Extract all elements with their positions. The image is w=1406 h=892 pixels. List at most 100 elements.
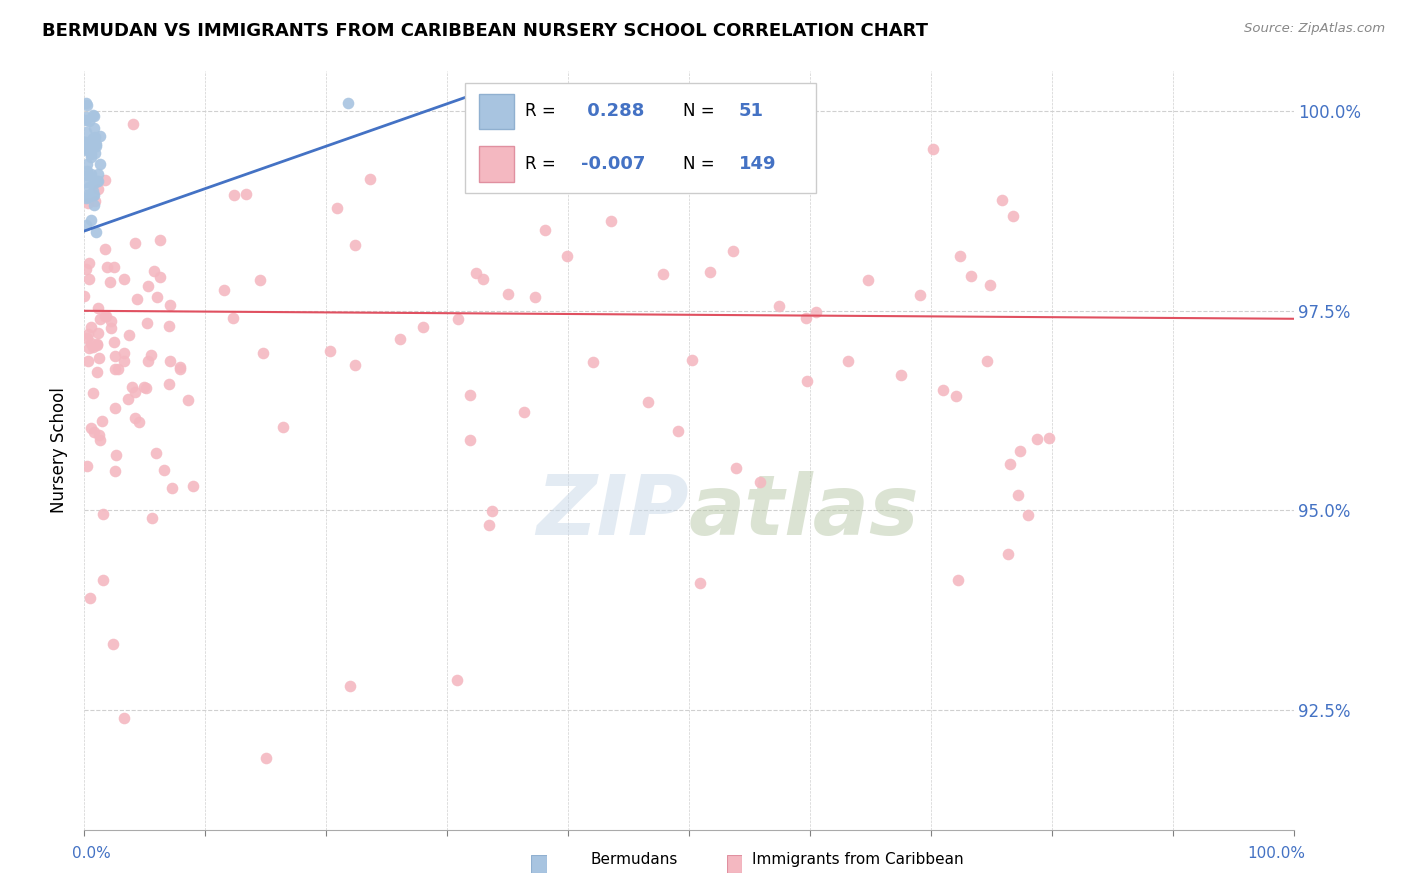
Point	[235, 186, 257, 201]
Point	[77, 142, 100, 156]
Point	[1038, 431, 1060, 445]
Point	[77, 190, 100, 204]
Point	[135, 381, 157, 395]
Point	[336, 96, 359, 111]
Text: 0.0%: 0.0%	[72, 846, 111, 861]
Point	[465, 266, 488, 280]
Point	[83, 176, 105, 190]
Point	[75, 144, 97, 158]
Point	[637, 394, 659, 409]
Point	[1000, 457, 1022, 471]
Point	[94, 309, 117, 323]
Point	[76, 169, 98, 183]
Point	[117, 392, 139, 406]
Point	[339, 679, 361, 693]
Point	[949, 249, 972, 263]
Point	[890, 368, 912, 382]
Point	[411, 320, 433, 334]
Point	[82, 340, 104, 354]
Point	[77, 353, 100, 368]
Point	[112, 272, 135, 286]
Point	[80, 150, 103, 164]
Point	[343, 358, 366, 372]
Point	[103, 334, 125, 349]
Point	[86, 301, 108, 315]
Point	[1026, 432, 1049, 446]
Point	[325, 201, 347, 215]
Point	[1008, 443, 1031, 458]
Point	[723, 244, 745, 259]
Point	[73, 135, 96, 149]
Point	[86, 336, 108, 351]
Point	[89, 311, 111, 326]
Point	[141, 510, 163, 524]
Point	[80, 213, 103, 227]
Point	[107, 361, 129, 376]
Point	[979, 277, 1001, 292]
Text: Bermudans: Bermudans	[591, 852, 678, 867]
Point	[749, 475, 772, 489]
Point	[997, 547, 1019, 561]
Point	[796, 374, 818, 388]
Point	[666, 425, 689, 439]
Point	[149, 269, 172, 284]
Point	[86, 139, 108, 153]
Point	[128, 416, 150, 430]
Point	[75, 112, 97, 127]
Point	[73, 289, 96, 303]
Point	[87, 182, 110, 196]
Point	[77, 135, 100, 149]
Point	[921, 142, 943, 156]
Point	[101, 637, 124, 651]
Point	[458, 387, 481, 401]
Point	[104, 464, 127, 478]
Point	[112, 711, 135, 725]
Point	[84, 194, 107, 208]
Point	[86, 174, 108, 188]
Point	[252, 346, 274, 360]
Text: Source: ZipAtlas.com: Source: ZipAtlas.com	[1244, 22, 1385, 36]
Point	[169, 360, 191, 375]
Point	[662, 156, 685, 170]
Point	[806, 304, 828, 318]
Point	[169, 362, 191, 376]
Point	[139, 347, 162, 361]
Point	[89, 129, 111, 144]
Point	[76, 97, 98, 112]
Point	[143, 264, 166, 278]
Point	[83, 198, 105, 212]
Point	[273, 420, 295, 434]
Point	[159, 353, 181, 368]
Point	[93, 309, 115, 323]
Point	[145, 446, 167, 460]
Y-axis label: Nursery School: Nursery School	[51, 387, 69, 514]
Point	[87, 326, 110, 340]
Point	[160, 481, 183, 495]
Point	[82, 188, 104, 202]
Point	[343, 238, 366, 252]
Point	[1017, 508, 1039, 522]
Point	[124, 410, 146, 425]
Point	[534, 223, 557, 237]
Point	[132, 380, 155, 394]
Point	[446, 673, 468, 688]
Point	[212, 283, 235, 297]
Point	[79, 342, 101, 356]
Point	[104, 349, 127, 363]
Point	[73, 136, 96, 150]
Point	[89, 433, 111, 447]
Point	[254, 750, 277, 764]
Point	[73, 141, 96, 155]
Point	[77, 180, 100, 194]
Point	[79, 591, 101, 606]
Point	[86, 365, 108, 379]
Point	[458, 434, 481, 448]
Point	[96, 260, 118, 275]
Point	[222, 310, 245, 325]
Point	[112, 346, 135, 360]
Point	[794, 311, 817, 326]
Point	[581, 355, 603, 369]
Point	[75, 191, 97, 205]
Point	[135, 316, 157, 330]
Point	[86, 137, 108, 152]
